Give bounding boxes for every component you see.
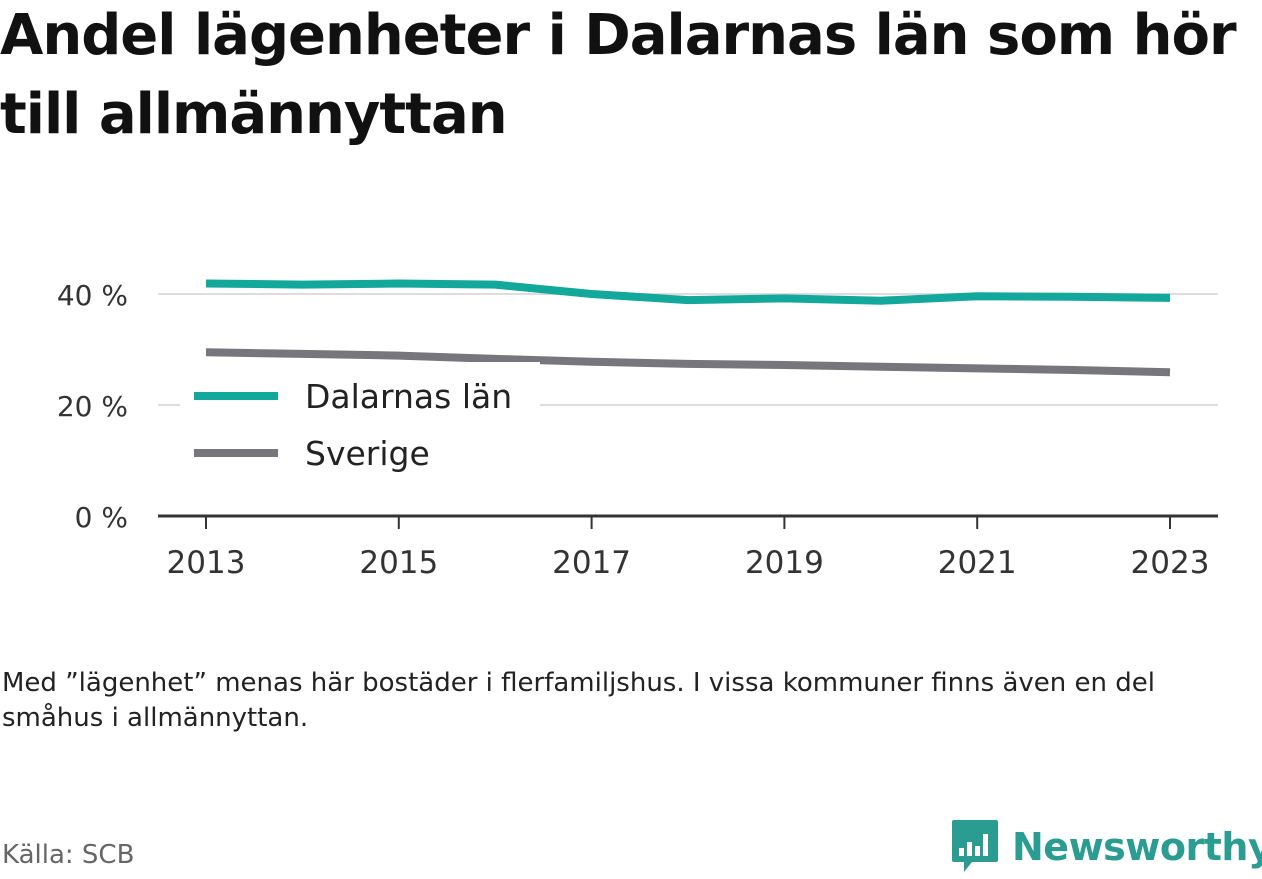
legend-background <box>180 362 540 484</box>
x-tick-label: 2015 <box>359 545 438 581</box>
series-lines <box>205 279 1171 377</box>
legend-label: Dalarnas län <box>305 377 512 416</box>
x-tick-label: 2017 <box>552 545 631 581</box>
x-tick-label: 2019 <box>745 545 824 581</box>
y-axis-labels: 0 % 20 % 40 % <box>57 279 128 534</box>
chart-note: Med ”lägenhet” menas här bostäder i fler… <box>2 668 1155 733</box>
series-line-dalarna <box>205 279 1171 305</box>
newsworthy-logo: Newsworthy <box>950 818 1262 876</box>
brand-name: Newsworthy <box>1012 825 1262 869</box>
series-line-sverige <box>205 348 1171 377</box>
x-tick-label: 2013 <box>167 545 246 581</box>
legend-label: Sverige <box>305 434 430 473</box>
y-tick-label: 40 % <box>57 279 128 312</box>
y-tick-label: 0 % <box>75 501 128 534</box>
x-tick-label: 2021 <box>938 545 1017 581</box>
chart-title: Andel lägenheter i Dalarnas län som hör … <box>0 3 1237 147</box>
source-label: Källa: SCB <box>2 840 135 870</box>
x-axis: 2013 2015 2017 2019 2021 2023 <box>158 514 1218 581</box>
y-tick-label: 20 % <box>57 390 128 423</box>
x-tick-label: 2023 <box>1131 545 1210 581</box>
legend: Dalarnas län Sverige <box>180 362 540 484</box>
chart-bubble-icon <box>952 820 998 872</box>
